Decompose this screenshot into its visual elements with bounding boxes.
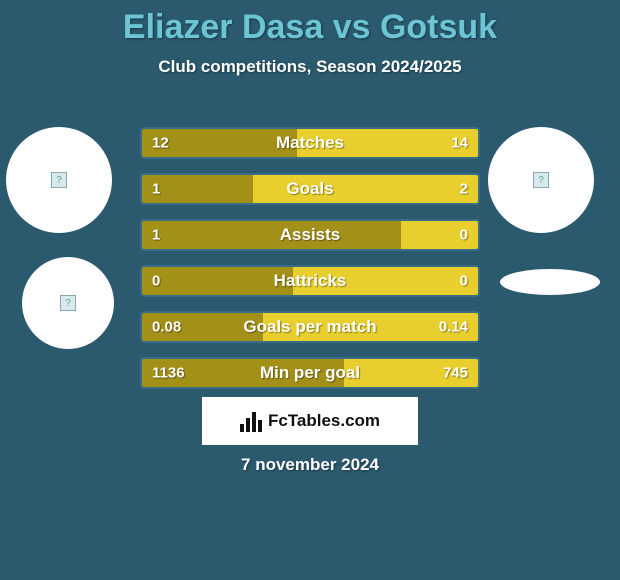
stat-value-left: 12 [152, 135, 169, 152]
stat-value-right: 0 [460, 227, 468, 244]
stat-row: Min per goal 1136 745 [140, 357, 480, 389]
club-left-avatar: ? [22, 257, 114, 349]
fctables-logo: FcTables.com [202, 397, 418, 445]
image-placeholder-icon: ? [60, 295, 76, 311]
comparison-content: ? ? ? Matches1214Goals12Assists10Hattric… [0, 107, 620, 387]
stat-row: Goals 1 2 [140, 173, 480, 205]
stat-label: Hattricks [274, 271, 347, 291]
stat-row: Matches 12 14 [140, 127, 480, 159]
stat-row: Assists 1 0 [140, 219, 480, 251]
stat-value-right: 0.14 [439, 319, 468, 336]
logo-bars-icon [240, 410, 262, 432]
stat-bar-left [142, 221, 401, 249]
stat-label: Goals [286, 179, 333, 199]
stat-value-left: 1 [152, 181, 160, 198]
club-right-avatar [500, 269, 600, 295]
player-left-avatar: ? [6, 127, 112, 233]
stat-bar-left [142, 267, 293, 295]
stat-value-left: 1 [152, 227, 160, 244]
snapshot-date: 7 november 2024 [241, 455, 379, 475]
stat-label: Assists [280, 225, 340, 245]
stat-value-left: 0.08 [152, 319, 181, 336]
stat-value-right: 2 [460, 181, 468, 198]
stat-value-left: 1136 [152, 365, 185, 382]
stat-value-right: 0 [460, 273, 468, 290]
stat-row: Goals per match 0.08 0.14 [140, 311, 480, 343]
logo-text: FcTables.com [268, 411, 380, 431]
image-placeholder-icon: ? [533, 172, 549, 188]
page-title: Eliazer Dasa vs Gotsuk [0, 0, 620, 47]
stat-value-right: 14 [451, 135, 468, 152]
player-right-avatar: ? [488, 127, 594, 233]
stat-label: Matches [276, 133, 344, 153]
stats-bars: Matches1214Goals12Assists10Hattricks00Go… [140, 127, 480, 403]
page-subtitle: Club competitions, Season 2024/2025 [0, 57, 620, 77]
stat-value-right: 745 [443, 365, 468, 382]
image-placeholder-icon: ? [51, 172, 67, 188]
stat-label: Min per goal [260, 363, 360, 383]
stat-value-left: 0 [152, 273, 160, 290]
stat-label: Goals per match [243, 317, 376, 337]
stat-row: Hattricks 0 0 [140, 265, 480, 297]
